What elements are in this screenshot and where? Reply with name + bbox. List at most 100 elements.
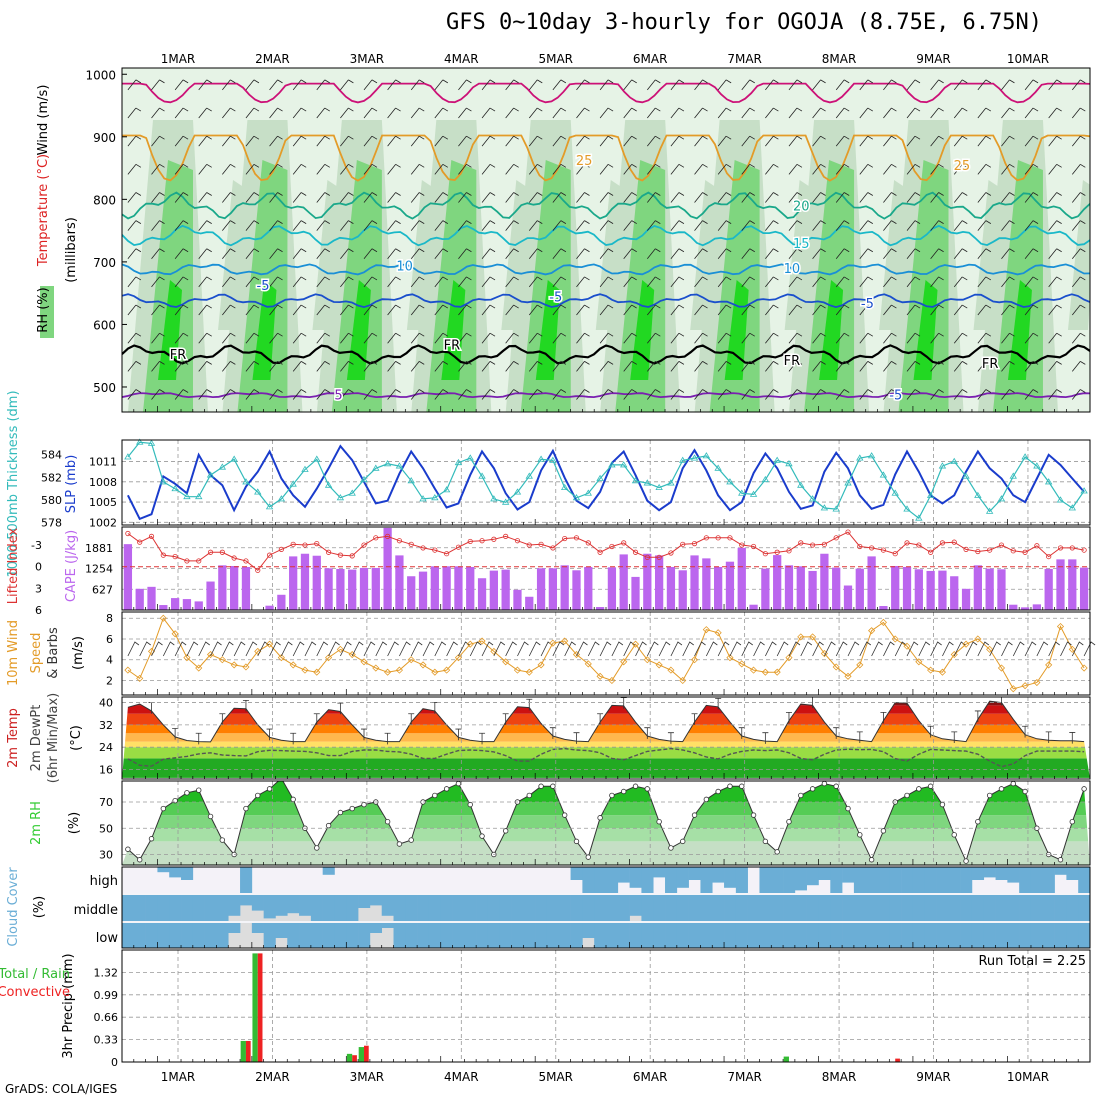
cape-bar [690, 555, 699, 610]
cloud-low-bar [122, 923, 135, 948]
wind-barb [1071, 220, 1086, 231]
cape-bar [135, 588, 144, 610]
li-point [892, 551, 898, 557]
cape-bar [867, 556, 876, 610]
wind-barb [599, 192, 614, 203]
wind-barb [717, 220, 732, 231]
wind-point [915, 658, 923, 666]
cloud-middle-bar [629, 895, 642, 916]
wind-barb-10m [1036, 641, 1049, 657]
cape-bar [560, 565, 569, 610]
wind-barb [292, 361, 307, 372]
cloud-low-bar [794, 923, 807, 948]
cloud-high-bar [983, 867, 996, 878]
wind-barb [883, 192, 897, 203]
wind-barb [1071, 248, 1086, 260]
li-point [290, 541, 296, 547]
cape-bar [194, 601, 203, 610]
wind-barb [269, 361, 283, 372]
wind-barb [222, 192, 236, 203]
wind-barb [977, 361, 992, 372]
cloud-low-bar [133, 923, 146, 948]
cloud-high-bar [948, 867, 961, 893]
li-point [1057, 545, 1064, 551]
wind-barb [269, 135, 283, 147]
wind-barb [953, 107, 968, 119]
wind-barb [174, 163, 189, 175]
wind-barb [316, 163, 330, 175]
wind-point [466, 640, 474, 648]
minmax-whisker [833, 727, 840, 739]
date-label-top: 9MAR [916, 52, 951, 66]
wind-barb-10m [292, 641, 305, 657]
wind-barb [694, 276, 708, 288]
wind-barb [906, 135, 921, 147]
rh-swatch [40, 286, 54, 338]
wind-barb [292, 389, 307, 400]
wind-point [1056, 622, 1065, 631]
wind-barb [245, 304, 260, 316]
li-point [809, 542, 816, 548]
cloud-middle-bar [924, 895, 937, 921]
wind-barb [765, 220, 779, 231]
li-point [833, 535, 839, 541]
wind-point [325, 654, 333, 662]
cloud-low-bar [912, 923, 926, 948]
wind-barb [883, 304, 897, 316]
precip-convective-label: Convective [0, 985, 70, 1000]
wind-point [1021, 682, 1029, 690]
thickness-point [525, 472, 533, 479]
li-point [668, 550, 674, 556]
wind-barb [812, 332, 826, 344]
wind-barb-10m [434, 641, 447, 657]
wind-barb [930, 107, 944, 119]
temp-band [122, 724, 1090, 734]
wind-barb-10m [1083, 641, 1096, 657]
thickness-point [584, 489, 592, 496]
wind-point [289, 661, 297, 669]
minmax-whisker [880, 711, 887, 724]
cloud-low-bar [535, 923, 548, 948]
wind-point [171, 630, 179, 638]
wind-barb [1001, 79, 1015, 91]
wind-point [726, 654, 734, 662]
temp-band [122, 747, 1090, 759]
wind-barb [151, 332, 165, 344]
rh-point [314, 845, 320, 851]
cloud-middle-bar [747, 895, 760, 921]
wind-barb [930, 192, 944, 203]
rh-point [125, 846, 131, 852]
wind-barb [292, 135, 307, 147]
rh-point [1069, 818, 1075, 825]
li-point [314, 540, 320, 547]
cloud-middle-bar [558, 895, 571, 921]
cloud-middle-bar [594, 895, 607, 921]
cloud-middle-bar [216, 895, 229, 921]
wind-barb [1001, 107, 1015, 119]
thickness-tick: 578 [41, 517, 62, 530]
wind-barb [977, 332, 992, 344]
wind-barb [1048, 332, 1062, 344]
contour-label: -5 [889, 388, 902, 403]
cloud-middle-bar [724, 895, 737, 921]
cloud-middle-bar [818, 895, 831, 921]
axis-label: (%) [67, 812, 82, 835]
wind-barb-10m [623, 641, 635, 657]
wind-barb [481, 276, 496, 288]
wind-barb [292, 107, 307, 119]
li-point [302, 542, 308, 548]
cloud-middle-bar [960, 895, 973, 921]
rh-band [122, 815, 1090, 829]
precip-total-bar [783, 1056, 789, 1062]
minmax-whisker [172, 728, 179, 740]
thickness-point [903, 505, 911, 512]
wind-point [183, 654, 191, 662]
wind-barb [387, 361, 401, 372]
wind-barb [930, 163, 944, 175]
wind-barb [1071, 389, 1086, 400]
cloud-middle-bar [889, 895, 902, 921]
date-label-top: 5MAR [538, 52, 573, 66]
wind-barb [1048, 248, 1062, 260]
wind-point [749, 666, 758, 674]
wind-barb [151, 192, 165, 203]
